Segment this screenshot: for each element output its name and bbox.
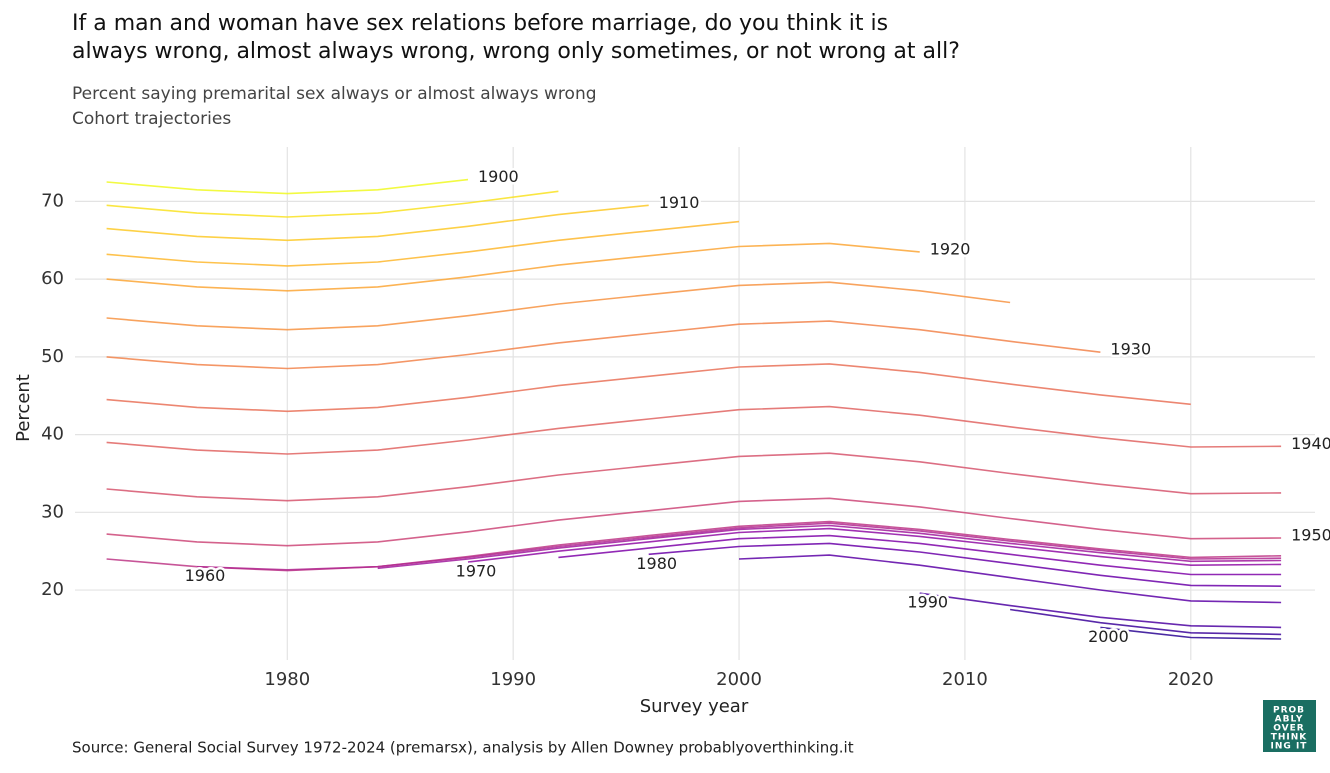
cohort-label: 1980: [636, 554, 677, 573]
cohort-line: [106, 190, 559, 218]
y-axis-label: Percent: [13, 374, 34, 442]
x-tick-label: 2010: [942, 669, 988, 690]
cohort-label: 1950: [1291, 525, 1330, 544]
logo-text: THINK: [1271, 733, 1308, 743]
layer: 20 30 40 50 60 70 1980 1990 2000 2010 2020 1900 1910…: [41, 165, 1330, 690]
cohort-line: [106, 320, 1101, 370]
cohort-line: [106, 242, 920, 292]
cohort-line: [196, 522, 1282, 571]
y-tick-label: 50: [41, 346, 64, 367]
cohort-line: [1100, 626, 1282, 640]
logo-text: ING IT: [1271, 742, 1308, 752]
cohort-label: 1960: [185, 566, 226, 585]
cohort-label: 1940: [1291, 434, 1330, 453]
cohort-line: [106, 452, 1282, 502]
cohort-line: [106, 405, 1282, 455]
cohort-line: [377, 524, 1282, 570]
logo-text: PROB: [1273, 706, 1305, 716]
logo-text: ABLY: [1275, 715, 1304, 725]
cohort-line: [648, 542, 1282, 587]
x-tick-label: 2020: [1168, 669, 1214, 690]
cohort-line: [1009, 608, 1282, 636]
cohort-label: 2000: [1088, 627, 1129, 646]
cohort-label: 1900: [478, 167, 519, 186]
cohort-line: [106, 281, 1011, 331]
cohort-line: [106, 497, 1282, 547]
layer: [75, 147, 1315, 660]
cohort-line: [106, 178, 469, 195]
cohort-line: [919, 592, 1282, 629]
x-tick-label: 1990: [490, 669, 536, 690]
cohort-label: 1910: [659, 193, 700, 212]
logo: PROB ABLY OVER THINK ING IT: [1263, 700, 1316, 752]
cohort-line: [467, 527, 1282, 567]
x-tick-label: 2000: [716, 669, 762, 690]
cohort-line: [558, 534, 1282, 576]
y-tick-label: 70: [41, 190, 64, 211]
x-axis-label: Survey year: [640, 696, 749, 717]
chart-subtitle: Cohort trajectories: [72, 109, 231, 129]
source-note: Source: General Social Survey 1972-2024 …: [72, 739, 854, 757]
cohort-label: 1970: [456, 562, 497, 581]
x-tick-label: 1980: [264, 669, 310, 690]
chart-title: If a man and woman have sex relations be…: [72, 11, 888, 36]
layer: [106, 178, 1282, 640]
cohort-line: [738, 554, 1282, 604]
cohort-line: [106, 220, 740, 267]
logo-box: [1263, 700, 1316, 752]
cohort-line: [106, 363, 1191, 413]
cohort-label: 1990: [907, 593, 948, 612]
chart-title: always wrong, almost always wrong, wrong…: [72, 39, 960, 64]
y-tick-label: 20: [41, 579, 64, 600]
cohort-label: 1920: [930, 239, 971, 258]
logo-text: OVER: [1273, 724, 1304, 734]
y-tick-label: 40: [41, 424, 64, 445]
cohort-line: [106, 204, 649, 242]
y-tick-label: 30: [41, 501, 64, 522]
cohort-label: 1930: [1110, 340, 1151, 359]
y-tick-label: 60: [41, 268, 64, 289]
chart-subtitle: Percent saying premarital sex always or …: [72, 84, 597, 104]
